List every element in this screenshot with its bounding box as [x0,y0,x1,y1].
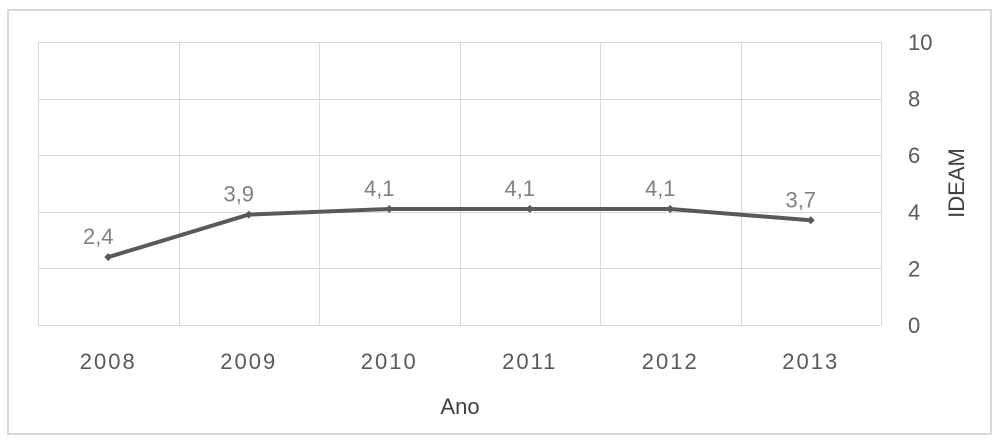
x-tick-label: 2009 [220,349,277,374]
data-point [666,204,675,213]
data-label: 3,7 [785,187,816,212]
data-point [525,204,534,213]
y-tick-label: 2 [908,256,920,281]
x-tick-label: 2012 [642,349,699,374]
chart-frame [7,9,992,435]
x-axis-ticks: 2008 2009 2010 2011 2012 2013 [80,349,839,374]
data-label: 4,1 [504,176,535,201]
y-tick-label: 8 [908,87,920,112]
y-axis-ticks: 0 2 4 6 8 10 [908,30,932,338]
series [104,204,815,262]
x-tick-label: 2008 [80,349,137,374]
series-line [106,207,813,260]
data-point [385,204,394,213]
x-tick-label: 2010 [361,349,418,374]
x-tick-label: 2011 [502,349,557,374]
data-point [104,253,113,262]
data-labels: 2,4 3,9 4,1 4,1 4,1 3,7 [83,176,816,249]
data-point [244,210,253,219]
y-tick-label: 6 [908,143,920,168]
grid [38,42,882,326]
data-label: 4,1 [364,176,395,201]
x-axis-title: Ano [440,394,479,419]
data-label: 2,4 [83,224,114,249]
y-tick-label: 10 [908,30,932,55]
y-tick-label: 0 [908,313,920,338]
y-tick-label: 4 [908,200,920,225]
data-label: 3,9 [223,182,254,207]
data-label: 4,1 [645,176,676,201]
data-point [806,216,815,225]
y-axis-title: IDEAM [944,148,969,218]
x-tick-label: 2013 [782,349,839,374]
